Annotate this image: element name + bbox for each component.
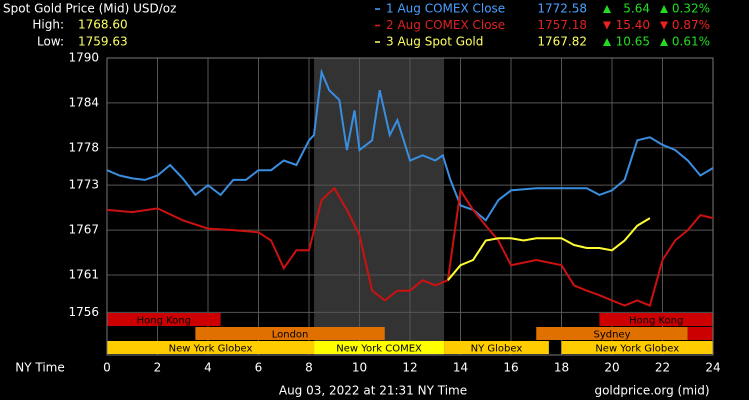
session-bar bbox=[536, 327, 688, 340]
data-line bbox=[106, 68, 714, 222]
session-bar bbox=[599, 313, 713, 326]
timestamp: Aug 03, 2022 at 21:31 NY Time bbox=[279, 384, 467, 398]
session-bar bbox=[195, 327, 385, 340]
x-tick-label: 0 bbox=[103, 361, 111, 375]
change-arrow bbox=[603, 5, 611, 13]
x-axis-label: NY Time bbox=[15, 361, 65, 375]
legend-change: 0.32% bbox=[672, 2, 710, 16]
legend-change: 15.40 bbox=[616, 18, 650, 32]
y-tick-label: 1756 bbox=[68, 305, 99, 319]
x-tick-label: 2 bbox=[154, 361, 162, 375]
x-tick-label: 12 bbox=[402, 361, 417, 375]
session-label: London bbox=[272, 330, 309, 341]
x-tick-label: 20 bbox=[604, 361, 619, 375]
legend-label: 3 Aug Spot Gold bbox=[386, 35, 483, 49]
session-bar bbox=[444, 341, 549, 354]
x-tick-label: 18 bbox=[554, 361, 569, 375]
session-label: Hong Kong bbox=[629, 316, 683, 327]
y-tick-label: 1767 bbox=[68, 223, 99, 237]
x-tick-label: 6 bbox=[255, 361, 263, 375]
x-tick-label: 4 bbox=[204, 361, 212, 375]
x-tick-label: 14 bbox=[453, 361, 468, 375]
y-tick-label: 1778 bbox=[68, 140, 99, 154]
plot-border bbox=[106, 57, 714, 356]
change-arrow bbox=[603, 38, 611, 46]
session-label: Hong Kong bbox=[137, 316, 191, 327]
y-tick-label: 1790 bbox=[68, 51, 99, 65]
source: goldprice.org (mid) bbox=[594, 384, 709, 398]
high-label: High: bbox=[32, 18, 64, 32]
session-bar bbox=[314, 341, 445, 354]
y-tick-label: 1773 bbox=[68, 178, 99, 192]
legend-change: 0.61% bbox=[672, 35, 710, 49]
legend-value: 1772.58 bbox=[537, 2, 587, 16]
change-arrow bbox=[603, 21, 611, 30]
legend-label: 1 Aug COMEX Close bbox=[386, 2, 505, 16]
high-value: 1768.60 bbox=[78, 18, 128, 32]
y-tick-label: 1761 bbox=[68, 267, 99, 281]
session-label: NY Globex bbox=[471, 344, 523, 355]
legend-change: 0.87% bbox=[672, 18, 710, 32]
low-value: 1759.63 bbox=[78, 35, 128, 49]
shaded-region bbox=[314, 58, 445, 355]
legend-change: 5.64 bbox=[623, 2, 650, 16]
data-line bbox=[106, 186, 714, 307]
session-label: Sydney bbox=[593, 330, 630, 341]
session-bar bbox=[107, 341, 315, 354]
legend-label: 2 Aug COMEX Close bbox=[386, 18, 505, 32]
chart-title: Spot Gold Price (Mid) USD/oz bbox=[3, 2, 176, 16]
session-bar bbox=[107, 313, 221, 326]
session-label: New York Globex bbox=[169, 344, 253, 355]
x-tick-label: 8 bbox=[305, 361, 313, 375]
legend-value: 1767.82 bbox=[537, 35, 587, 49]
low-label: Low: bbox=[37, 35, 64, 49]
session-bar bbox=[687, 327, 713, 340]
y-tick-label: 1784 bbox=[68, 95, 99, 109]
session-label: New York COMEX bbox=[336, 344, 422, 355]
x-tick-label: 22 bbox=[655, 361, 670, 375]
legend-change: 10.65 bbox=[616, 35, 650, 49]
x-tick-label: 16 bbox=[503, 361, 518, 375]
x-tick-label: 24 bbox=[705, 361, 720, 375]
change-arrow bbox=[660, 38, 668, 46]
session-label: New York Globex bbox=[595, 344, 679, 355]
legend-value: 1757.18 bbox=[537, 18, 587, 32]
change-arrow bbox=[660, 21, 668, 30]
change-arrow bbox=[660, 5, 668, 13]
data-line bbox=[447, 217, 651, 281]
x-tick-label: 10 bbox=[352, 361, 367, 375]
session-bar bbox=[561, 341, 713, 354]
